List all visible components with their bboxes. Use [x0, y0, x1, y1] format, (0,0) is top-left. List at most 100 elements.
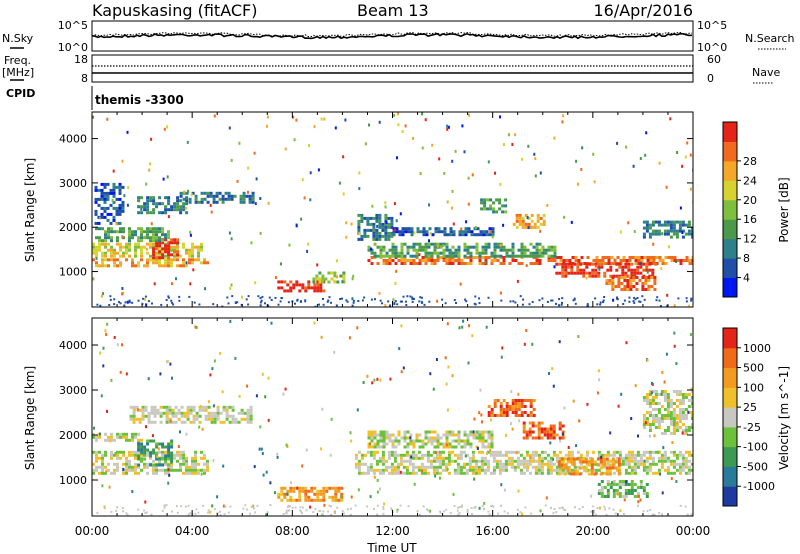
velocity-ylabel: Slant Range [km]: [23, 366, 37, 470]
velocity-colorbar-tick-label: 25: [743, 401, 757, 414]
velocity-xtick-label: 12:00: [375, 524, 410, 538]
velocity-blob-6: [367, 430, 494, 449]
velocity-blob-7: [487, 399, 536, 417]
station-title: Kapuskasing (fitACF): [92, 1, 257, 20]
power-colorbar-tick-label: 4: [743, 272, 750, 285]
velocity-ytick-label: 4000: [59, 339, 87, 352]
velocity-xtick-label: 04:00: [175, 524, 210, 538]
velocity-ytick-label: 3000: [59, 384, 87, 397]
nave-tick-top: 60: [707, 53, 721, 66]
power-colorbar-swatch: [723, 160, 737, 181]
nsky-label: N.Sky: [2, 32, 34, 45]
power-colorbar-swatch: [723, 141, 737, 162]
power-colorbar-tick-label: 16: [743, 213, 757, 226]
power-blob-5: [179, 191, 255, 204]
power-ytick-label: 1000: [59, 266, 87, 279]
velocity-colorbar-swatch: [723, 367, 737, 388]
nsearch-tick-top: 10^5: [697, 19, 727, 32]
date-title: 16/Apr/2016: [593, 1, 693, 20]
nsky-tick-top: 10^5: [58, 19, 88, 32]
velocity-colorbar-swatch: [723, 387, 737, 408]
power-colorbar-label: Power [dB]: [777, 177, 791, 242]
nsearch-label: N.Search: [745, 32, 795, 45]
x-axis-label: Time UT: [366, 541, 417, 554]
power-colorbar-tick-label: 24: [743, 174, 757, 187]
freq-panel: [91, 54, 694, 83]
velocity-colorbar: 1000 500 100 25 -25 -100 -500 -1000: [722, 327, 775, 507]
velocity-colorbar-swatch: [723, 446, 737, 467]
power-blob-7: [277, 280, 326, 293]
power-ytick-label: 2000: [59, 221, 87, 234]
velocity-colorbar-label: Velocity [m s^-1]: [777, 366, 791, 470]
power-colorbar-tick-label: 12: [743, 233, 757, 246]
power-ylabel: Slant Range [km]: [23, 158, 37, 262]
velocity-colorbar-tick-label: 100: [743, 381, 764, 394]
nsearch-tick-bottom: 10^0: [697, 41, 727, 54]
nsky-tick-bottom: 10^0: [58, 41, 88, 54]
power-panel: 1000 2000 3000 4000 4 8 12 16 20 24 28: [59, 111, 757, 308]
beam-title: Beam 13: [357, 1, 429, 20]
power-noise: [92, 112, 693, 307]
power-blob-16: [642, 220, 693, 239]
power-colorbar-swatch: [723, 277, 737, 298]
freq-tick-bottom: 8: [81, 72, 88, 85]
velocity-colorbar-swatch: [723, 486, 737, 507]
velocity-colorbar-tick-label: -100: [743, 441, 768, 454]
velocity-colorbar-swatch: [723, 466, 737, 487]
nsky-line: [91, 32, 693, 40]
power-ytick-label: 4000: [59, 133, 87, 146]
velocity-xtick-label: 08:00: [275, 524, 310, 538]
velocity-colorbar-tick-label: 1000: [743, 342, 771, 355]
power-ytick-label: 3000: [59, 177, 87, 190]
velocity-colorbar-tick-label: -25: [743, 421, 761, 434]
power-colorbar-swatch: [723, 238, 737, 259]
power-blob-11: [367, 242, 557, 258]
velocity-blob-8: [522, 421, 565, 440]
velocity-colorbar-tick-label: 500: [743, 362, 764, 375]
velocity-colorbar-tick-label: -1000: [743, 480, 775, 493]
velocity-blob-10: [597, 480, 649, 498]
power-blob-8: [312, 271, 346, 284]
power-blob-15: [605, 276, 657, 291]
velocity-xtick-label: 00:00: [676, 524, 711, 538]
velocity-ytick-label: 1000: [59, 474, 87, 487]
power-blob-6: [94, 182, 125, 225]
velocity-panel: 1000 2000 3000 4000 00:00 04:00 08:00 12:00 16:0…: [59, 317, 775, 538]
power-colorbar-swatch: [723, 199, 737, 220]
power-blob-9: [357, 213, 394, 241]
velocity-colorbar-frame: [722, 327, 738, 507]
power-blob-2: [152, 238, 180, 260]
power-colorbar-swatch: [723, 258, 737, 279]
power-colorbar-tick-label: 20: [743, 194, 757, 207]
power-colorbar: 4 8 12 16 20 24 28: [722, 121, 757, 298]
nave-label: Nave: [752, 66, 780, 79]
cpid-label: CPID: [6, 87, 35, 100]
velocity-blob-9: [557, 457, 621, 476]
power-data: [92, 112, 693, 307]
power-colorbar-frame: [722, 121, 738, 298]
power-colorbar-tick-label: 8: [743, 252, 750, 265]
velocity-blob-5: [354, 450, 693, 475]
power-colorbar-swatch: [723, 180, 737, 201]
power-blob-3: [95, 227, 170, 243]
velocity-noise: [93, 319, 693, 516]
power-blob-17: [392, 227, 495, 237]
velocity-xtick-label: 00:00: [75, 524, 110, 538]
nave-tick-bottom: 0: [707, 72, 714, 85]
power-blob-0: [92, 258, 209, 268]
velocity-blob-11: [642, 390, 693, 435]
velocity-colorbar-swatch: [723, 347, 737, 369]
velocity-colorbar-tick-label: -500: [743, 460, 768, 473]
velocity-xtick-label: 20:00: [576, 524, 611, 538]
velocity-colorbar-swatch: [723, 328, 737, 349]
cpid-value: themis -3300: [95, 93, 184, 107]
velocity-colorbar-swatch: [723, 407, 737, 428]
velocity-blob-2: [92, 432, 143, 442]
velocity-data: [92, 319, 693, 516]
velocity-blob-1: [137, 439, 174, 467]
power-colorbar-swatch: [723, 219, 737, 240]
velocity-ytick-label: 2000: [59, 429, 87, 442]
freq-unit-label: [MHz]: [2, 66, 34, 79]
power-blob-4: [137, 196, 189, 215]
